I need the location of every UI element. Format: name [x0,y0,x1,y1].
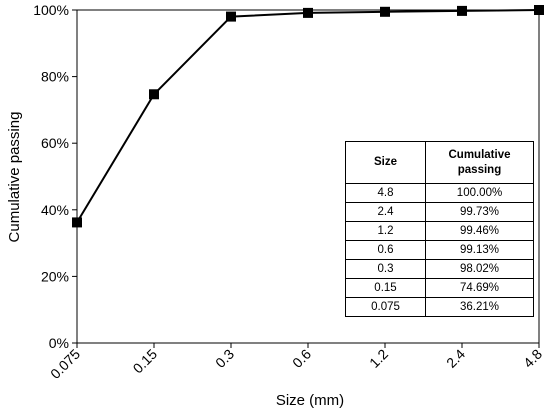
data-point-marker [380,6,390,17]
table-row: 2.4 99.73% [345,202,534,222]
grading-table-container: Size Cumulative passing 4.8 100.00% 2.4 99.… [345,141,534,317]
data-markers [72,5,544,228]
x-tick-label: 0.075 [47,346,83,382]
table-row: 0.3 98.02% [345,259,534,279]
table-cell-size: 1.2 [345,221,426,241]
table-cell-cumulative-passing: 99.46% [425,221,534,241]
x-tick-label: 0.3 [212,346,237,371]
table-row: 0.6 99.13% [345,240,534,260]
x-tick-label: 1.2 [366,346,391,371]
table-body: 4.8 100.00% 2.4 99.73% 1.2 99.46% 0.6 99.13% 0.3… [345,183,534,317]
table-header-cumulative-passing: Cumulative passing [425,141,534,184]
table-cell-cumulative-passing: 74.69% [425,278,534,298]
table-cell-cumulative-passing: 99.73% [425,202,534,222]
y-tick-label: 100% [33,2,69,18]
table-cell-cumulative-passing: 100.00% [425,183,534,203]
x-tick-label: 4.8 [520,346,545,371]
table-cell-size: 4.8 [345,183,426,203]
table-header-row: Size Cumulative passing [345,141,534,184]
table-row: 1.2 99.46% [345,221,534,241]
data-point-marker [72,217,82,228]
y-tick-label: 20% [41,268,69,284]
x-tick-label: 0.6 [289,346,314,371]
x-axis-title: Size (mm) [276,392,344,409]
table-cell-size: 0.15 [345,278,426,298]
table-cell-cumulative-passing: 36.21% [425,297,534,317]
y-axis-title: Cumulative passing [6,112,23,243]
data-point-marker [226,11,236,22]
y-tick-label: 60% [41,135,69,151]
y-tick-label: 80% [41,69,69,85]
x-tick-label: 0.15 [130,346,161,377]
table-cell-size: 0.075 [345,297,426,317]
table-row: 4.8 100.00% [345,183,534,203]
table-cell-size: 0.3 [345,259,426,279]
y-axis-ticks: 0% 20% 40% 60% 80% 100% [33,2,77,351]
table-row: 0.15 74.69% [345,278,534,298]
data-point-marker [534,5,544,15]
table-cell-cumulative-passing: 99.13% [425,240,534,260]
x-axis-ticks: 0.075 0.15 0.3 0.6 1.2 2.4 4.8 [47,343,545,382]
x-tick-label: 2.4 [443,346,468,371]
y-tick-label: 0% [49,335,69,351]
data-point-marker [149,89,159,100]
data-point-marker [457,5,467,16]
y-tick-label: 40% [41,202,69,218]
table-row: 0.075 36.21% [345,297,534,317]
table-cell-cumulative-passing: 98.02% [425,259,534,279]
data-point-marker [303,7,313,18]
table-cell-size: 0.6 [345,240,426,260]
table-cell-size: 2.4 [345,202,426,222]
table-header-size: Size [345,141,426,184]
grading-table: Size Cumulative passing 4.8 100.00% 2.4 99.… [345,141,534,317]
